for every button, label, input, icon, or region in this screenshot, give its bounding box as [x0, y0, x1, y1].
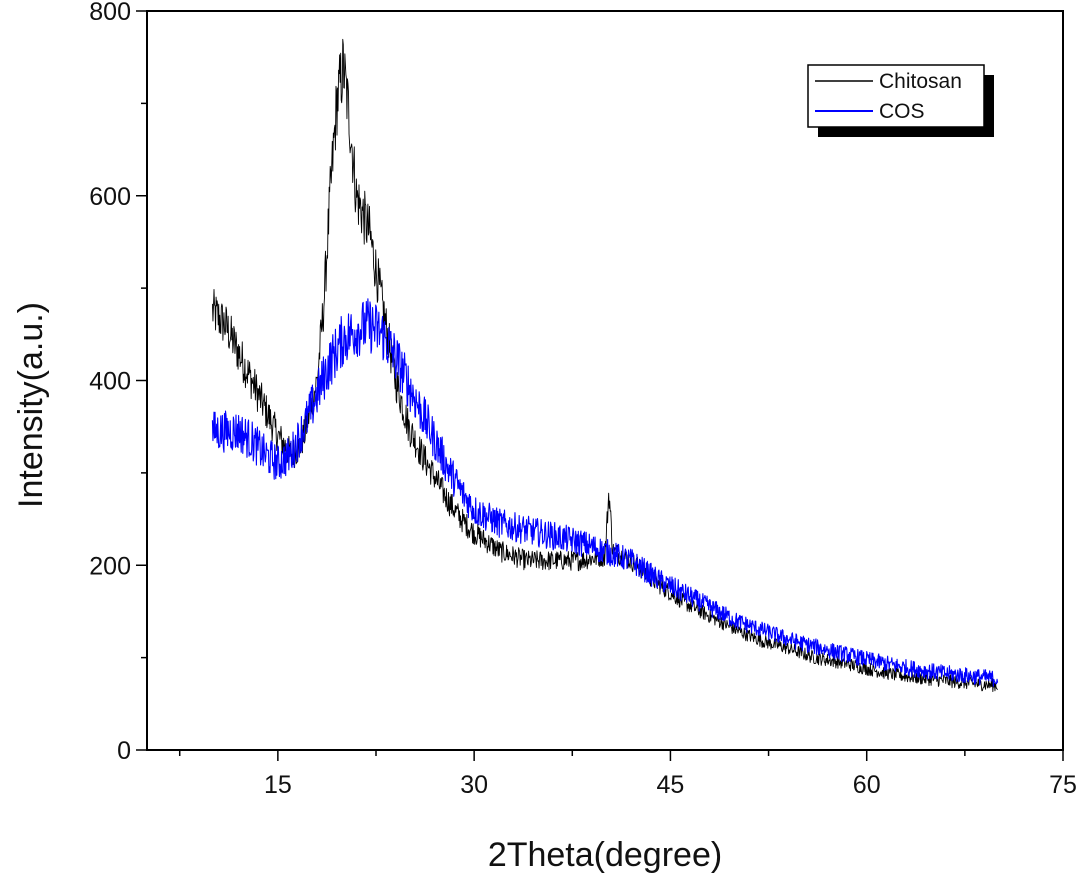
y-tick-label: 0 [117, 737, 131, 765]
y-tick-label: 200 [89, 552, 131, 580]
plot-area [211, 38, 999, 693]
legend-label-chitosan: Chitosan [879, 70, 962, 93]
x-tick-label: 45 [657, 771, 685, 799]
legend-box [807, 64, 985, 128]
x-axis-title: 2Theta(degree) [488, 836, 722, 874]
x-tick-label: 60 [853, 771, 881, 799]
legend: Chitosan COS [807, 64, 994, 137]
y-tick-label: 800 [89, 0, 131, 26]
y-axis-ticks: 0 200 400 600 800 [89, 0, 147, 765]
y-axis-title: Intensity(a.u.) [12, 302, 50, 508]
y-tick-label: 600 [89, 183, 131, 211]
x-axis-ticks: 15 30 45 60 75 [178, 750, 1077, 799]
x-tick-label: 30 [460, 771, 488, 799]
x-tick-label: 75 [1049, 771, 1077, 799]
series-line-chitosan [211, 38, 998, 693]
x-tick-label: 15 [264, 771, 292, 799]
y-tick-label: 400 [89, 368, 131, 396]
series-line-cos [211, 298, 999, 687]
legend-label-cos: COS [879, 100, 925, 123]
